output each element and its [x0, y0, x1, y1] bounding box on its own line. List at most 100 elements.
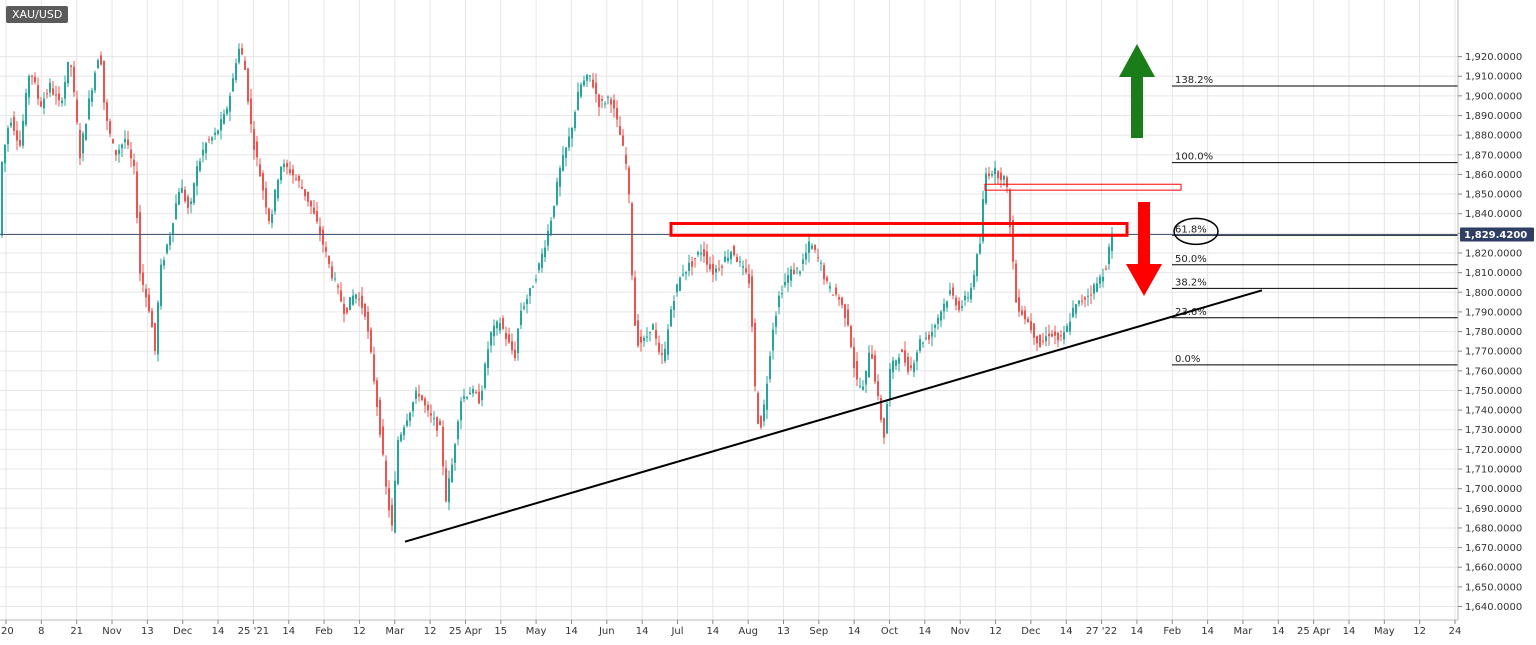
candle-body: [988, 173, 990, 177]
candle-body: [637, 320, 639, 346]
x-tick-label: 8: [38, 626, 44, 637]
candle-body: [868, 352, 870, 378]
y-tick-label: 1,790.0000: [1465, 307, 1522, 318]
candle-body: [1081, 300, 1083, 302]
candle-body: [538, 263, 540, 271]
candle-body: [1024, 310, 1026, 320]
candle-body: [727, 257, 729, 261]
candle-body: [1006, 177, 1008, 187]
candle-body: [913, 363, 915, 373]
candle-body: [235, 63, 237, 80]
time-axis[interactable]: '20 8 21 Nov 13 Dec 14 25 '21 14 Feb 12 Mar 12 25 Apr…: [0, 620, 1461, 637]
fib-61-8-highlight-circle: [1173, 217, 1219, 246]
candle-body: [802, 259, 804, 264]
candle-body: [1078, 300, 1080, 304]
candle-body: [1105, 268, 1107, 270]
y-tick-label: 1,920.0000: [1465, 52, 1522, 63]
candle-body: [493, 325, 495, 337]
candle-body: [292, 169, 294, 176]
candle-body: [901, 349, 903, 353]
candle-body: [1015, 263, 1017, 303]
candle-body: [655, 329, 657, 339]
candle-body: [691, 261, 693, 267]
candle-body: [424, 398, 426, 406]
candle-body: [40, 101, 42, 107]
candle-body: [229, 95, 231, 112]
candle-body: [1066, 326, 1068, 333]
x-tick-label: Mar: [385, 626, 405, 637]
candle-body: [199, 161, 201, 171]
candle-body: [451, 464, 453, 483]
candle-body: [862, 386, 864, 390]
price-axis[interactable]: 1,640.0000 1,650.0000 1,660.0000 1,670.0000…: [1458, 52, 1522, 613]
chart-grid: [0, 0, 1458, 620]
candle-body: [610, 99, 612, 105]
candle-body: [991, 173, 993, 176]
y-tick-label: 1,740.0000: [1465, 406, 1522, 417]
candle-body: [322, 229, 324, 245]
symbol-label: XAU/USD: [6, 6, 69, 23]
candle-body: [523, 306, 525, 309]
candle-body: [721, 265, 723, 268]
y-tick-label: 1,810.0000: [1465, 268, 1522, 279]
candle-body: [358, 298, 360, 300]
y-tick-label: 1,680.0000: [1465, 523, 1522, 534]
candle-body: [823, 265, 825, 280]
y-tick-label: 1,640.0000: [1465, 602, 1522, 613]
candle-body: [535, 279, 537, 281]
candle-body: [382, 426, 384, 455]
candle-body: [289, 169, 291, 173]
candle-body: [37, 85, 39, 99]
candle-body: [22, 120, 24, 146]
current-price-label: 1,829.4200: [1460, 227, 1534, 242]
candle-body: [73, 66, 75, 93]
candle-body: [577, 91, 579, 111]
candle-body: [757, 392, 759, 424]
y-tick-label: 1,880.0000: [1465, 131, 1522, 142]
candle-body: [976, 254, 978, 277]
fib-level-label: 38.2%: [1175, 277, 1207, 288]
candle-body: [916, 352, 918, 362]
candle-body: [337, 285, 339, 288]
y-tick-label: 1,660.0000: [1465, 563, 1522, 574]
candle-body: [232, 78, 234, 92]
candle-body: [79, 129, 81, 159]
x-tick-label: 12: [989, 626, 1002, 637]
candle-body: [88, 98, 90, 120]
y-tick-label: 1,750.0000: [1465, 386, 1522, 397]
candle-body: [598, 94, 600, 107]
candle-body: [1045, 336, 1047, 342]
candle-body: [439, 421, 441, 425]
candle-body: [859, 385, 861, 387]
candle-body: [559, 168, 561, 187]
candle-body: [994, 167, 996, 175]
candle-body: [82, 133, 84, 154]
candle-body: [1075, 304, 1077, 314]
candle-body: [430, 413, 432, 416]
candle-body: [1048, 333, 1050, 337]
x-tick-label: 27 '22: [1086, 626, 1117, 637]
candle-body: [979, 243, 981, 254]
candle-body: [697, 252, 699, 255]
candle-body: [934, 325, 936, 328]
candle-body: [1000, 172, 1002, 180]
candle-body: [1012, 220, 1014, 262]
candle-body: [841, 297, 843, 305]
candle-body: [790, 269, 792, 281]
x-tick-label: Dec: [1021, 626, 1040, 637]
y-tick-label: 1,890.0000: [1465, 111, 1522, 122]
candle-body: [46, 93, 48, 95]
candle-body: [25, 93, 27, 125]
candle-body: [619, 125, 621, 136]
candle-body: [865, 370, 867, 385]
candle-body: [142, 272, 144, 285]
fib-level-label: 61.8%: [1175, 224, 1207, 235]
candle-body: [907, 356, 909, 372]
candle-body: [706, 251, 708, 265]
red-down-arrow-icon: [1126, 202, 1162, 296]
candle-body: [223, 113, 225, 124]
candle-body: [43, 98, 45, 109]
x-tick-label: Dec: [173, 626, 192, 637]
